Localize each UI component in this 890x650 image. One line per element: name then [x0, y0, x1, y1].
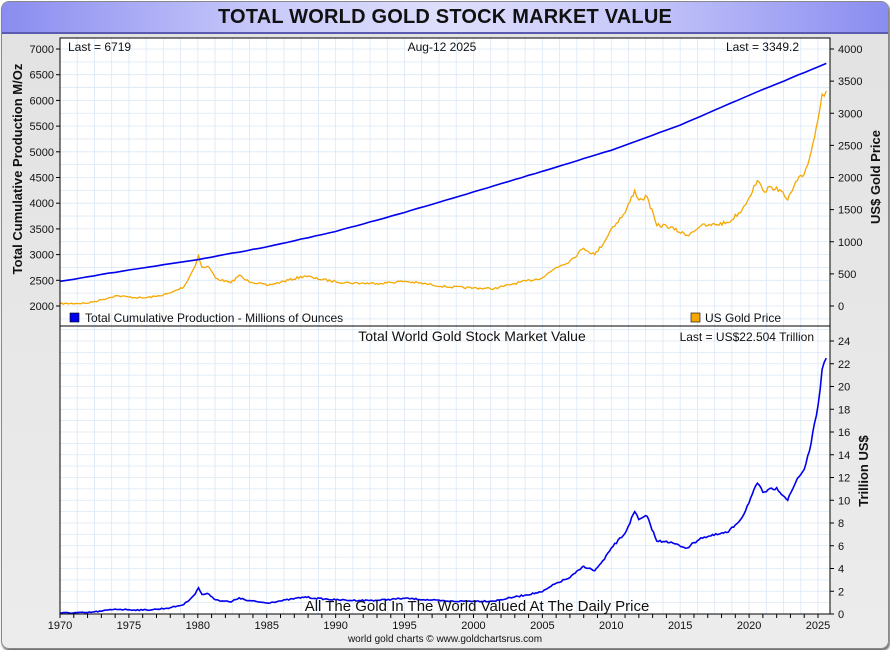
left-tick-label: 5500: [30, 121, 54, 133]
date-label: Aug-12 2025: [408, 40, 477, 54]
x-tick-label: 1970: [48, 620, 72, 632]
lower-tick-label: 4: [838, 564, 844, 576]
lower-tick-label: 22: [838, 359, 850, 371]
footer-credit: world gold charts © www.goldchartsrus.co…: [347, 634, 543, 645]
left-tick-label: 5000: [30, 147, 54, 159]
lower-tick-label: 14: [838, 450, 850, 462]
right-tick-label: 1500: [838, 205, 862, 217]
right-tick-label: 3000: [838, 108, 862, 120]
x-tick-label: 2010: [599, 620, 623, 632]
gold-price-line: [59, 90, 827, 306]
right-last-value: Last = 3349.2: [726, 40, 799, 54]
right-tick-label: 0: [838, 301, 844, 313]
production-line: [59, 62, 827, 283]
lower-tick-label: 12: [838, 473, 850, 485]
x-tick-label: 2020: [737, 620, 761, 632]
right-axis-title: US$ Gold Price: [868, 130, 883, 224]
lower-annotation: All The Gold In The World Valued At The …: [305, 598, 650, 615]
lower-panel-title: Total World Gold Stock Market Value: [358, 328, 586, 344]
x-tick-label: 1990: [323, 620, 347, 632]
right-tick-label: 1000: [838, 237, 862, 249]
x-tick-label: 1975: [117, 620, 141, 632]
left-tick-label: 6500: [30, 70, 54, 82]
lower-tick-label: 6: [838, 541, 844, 553]
x-tick-label: 1995: [392, 620, 416, 632]
lower-tick-label: 10: [838, 495, 850, 507]
legend-swatch-production: [69, 312, 80, 323]
left-axis-title: Total Cumulative Production M/Oz: [10, 63, 25, 274]
legend-swatch-gold-price: [690, 312, 701, 323]
x-tick-label: 1980: [186, 620, 210, 632]
left-tick-label: 2500: [30, 275, 54, 287]
x-tick-label: 2015: [668, 620, 692, 632]
market-value-line: [60, 357, 828, 615]
lower-series: [60, 357, 828, 615]
x-tick-label: 2025: [806, 620, 830, 632]
lower-tick-label: 8: [838, 518, 844, 530]
x-tick-label: 2005: [530, 620, 554, 632]
lower-last-value: Last = US$22.504 Trillion: [680, 330, 814, 344]
left-tick-label: 7000: [30, 44, 54, 56]
left-tick-label: 4000: [30, 198, 54, 210]
x-tick-label: 1985: [254, 620, 278, 632]
left-tick-label: 3000: [30, 250, 54, 262]
chart-title: TOTAL WORLD GOLD STOCK MARKET VALUE: [217, 6, 673, 28]
left-tick-label: 2000: [30, 301, 54, 313]
lower-tick-label: 2: [838, 586, 844, 598]
upper-series: [59, 62, 827, 306]
right-tick-label: 2000: [838, 173, 862, 185]
right-tick-label: 2500: [838, 140, 862, 152]
title-bar: TOTAL WORLD GOLD STOCK MARKET VALUE: [2, 2, 888, 34]
lower-tick-label: 16: [838, 427, 850, 439]
lower-axis-title: Trillion US$: [856, 434, 871, 506]
legend-label-gold-price: US Gold Price: [705, 311, 781, 325]
lower-tick-label: 24: [838, 336, 850, 348]
x-tick-label: 2000: [461, 620, 485, 632]
left-tick-label: 3500: [30, 224, 54, 236]
left-tick-label: 4500: [30, 173, 54, 185]
left-last-value: Last = 6719: [68, 40, 131, 54]
lower-tick-label: 20: [838, 382, 850, 394]
lower-tick-label: 0: [838, 609, 844, 621]
legend-label-production: Total Cumulative Production - Millions o…: [85, 311, 343, 325]
left-tick-label: 6000: [30, 95, 54, 107]
right-tick-label: 3500: [838, 76, 862, 88]
right-tick-label: 500: [838, 269, 856, 281]
lower-tick-label: 18: [838, 404, 850, 416]
right-tick-label: 4000: [838, 44, 862, 56]
axes: 7000650060005500500045004000350030002500…: [30, 44, 863, 632]
